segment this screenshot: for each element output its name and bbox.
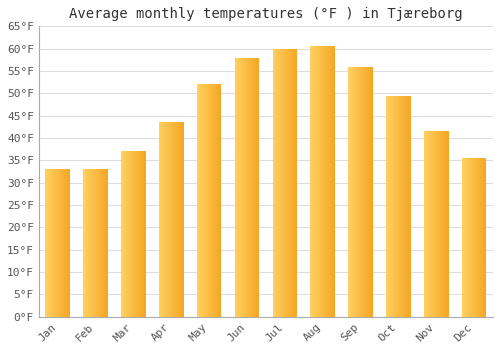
Title: Average monthly temperatures (°F ) in Tjæreborg: Average monthly temperatures (°F ) in Tj… [69, 7, 462, 21]
